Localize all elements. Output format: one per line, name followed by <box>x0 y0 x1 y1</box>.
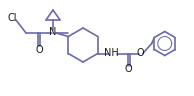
Text: N: N <box>49 27 57 37</box>
Text: O: O <box>35 45 43 55</box>
Text: O: O <box>137 48 145 58</box>
Text: NH: NH <box>104 48 119 58</box>
Text: Cl: Cl <box>8 13 17 23</box>
Text: O: O <box>125 65 133 74</box>
